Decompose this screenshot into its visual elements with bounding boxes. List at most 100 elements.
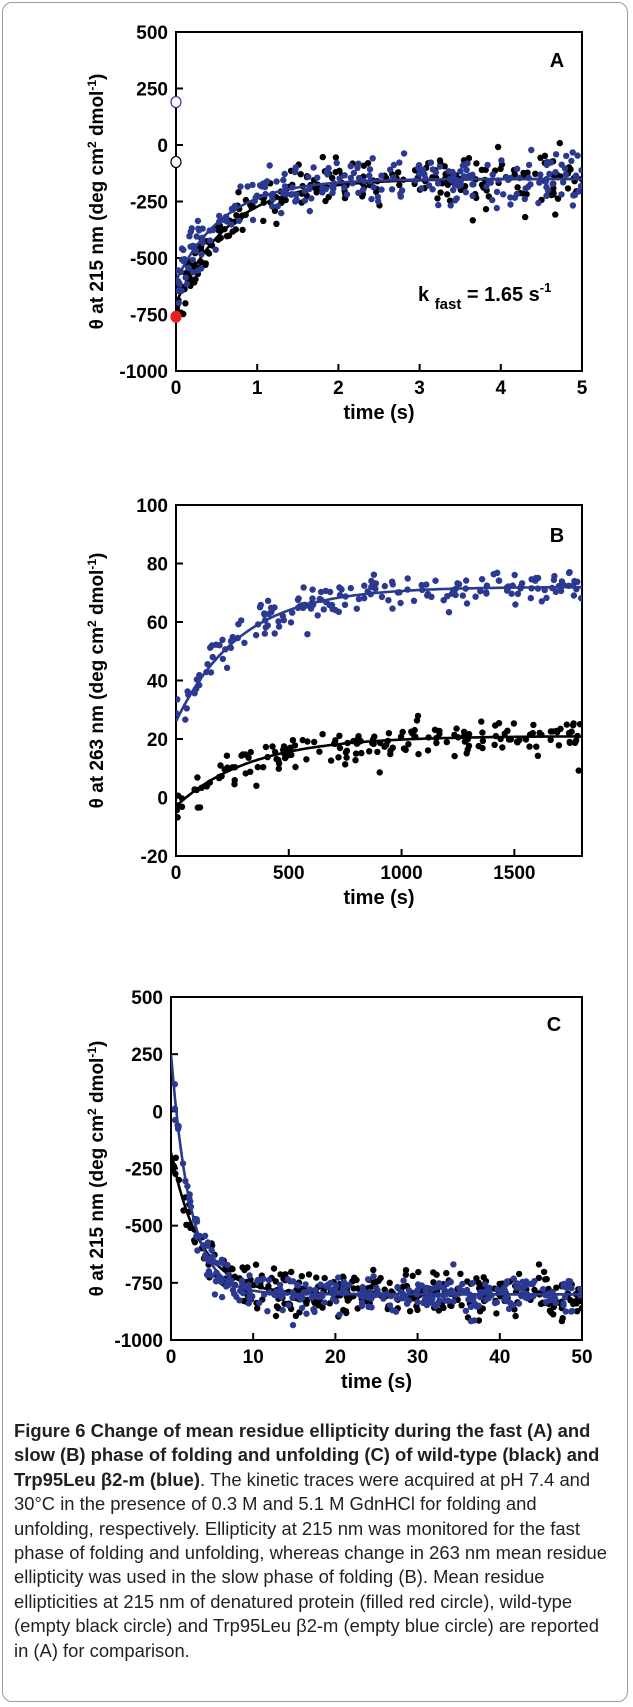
data-point	[451, 752, 458, 760]
data-point	[418, 185, 425, 192]
data-point	[495, 577, 503, 584]
data-point	[329, 184, 336, 191]
data-point	[295, 1282, 302, 1289]
data-point	[370, 1273, 377, 1280]
data-point	[559, 1315, 566, 1322]
data-point	[552, 588, 560, 595]
data-point	[301, 197, 309, 204]
data-point	[212, 1277, 220, 1285]
data-point	[201, 1232, 209, 1240]
data-point	[341, 184, 348, 191]
data-point	[396, 159, 403, 166]
data-point	[444, 191, 451, 198]
data-point	[444, 593, 451, 600]
plot-frame	[175, 504, 583, 857]
data-point	[374, 748, 381, 756]
data-point	[208, 1247, 215, 1254]
data-point	[275, 765, 282, 772]
data-point	[273, 220, 280, 227]
data-point	[395, 169, 402, 176]
data-point	[527, 594, 534, 602]
data-point	[414, 1281, 422, 1288]
caption-title: Change of mean residue ellipticity durin…	[14, 1420, 600, 1490]
data-point	[414, 1306, 421, 1314]
data-point	[368, 577, 375, 585]
data-point	[547, 736, 554, 743]
fit-curve	[176, 585, 582, 723]
data-point	[355, 189, 362, 196]
data-point	[182, 274, 189, 281]
data-point	[314, 612, 321, 619]
data-point	[375, 198, 382, 205]
data-point	[342, 749, 350, 756]
y-tick-label: 500	[136, 23, 168, 44]
data-point	[305, 1271, 313, 1278]
data-point	[289, 737, 297, 744]
data-point	[358, 1299, 366, 1306]
data-point	[475, 1317, 483, 1324]
data-point	[361, 595, 368, 602]
data-point	[193, 233, 200, 240]
y-tick-label: 100	[136, 496, 168, 517]
data-point	[464, 160, 471, 167]
data-point	[406, 1308, 414, 1315]
data-point	[229, 1265, 236, 1273]
data-point	[503, 1278, 511, 1285]
data-point	[415, 162, 423, 169]
y-tick-label: -500	[125, 1217, 163, 1238]
data-point	[472, 593, 479, 600]
data-point	[528, 146, 535, 154]
data-point	[187, 228, 194, 235]
data-point	[306, 207, 313, 215]
data-point	[288, 191, 296, 198]
data-point	[370, 571, 378, 578]
data-point	[385, 730, 393, 737]
data-point	[212, 246, 219, 253]
y-tick-label: -750	[125, 1274, 163, 1295]
data-point	[511, 571, 518, 579]
y-axis-title: θ at 215 nm (deg cm2 dmol-1)	[85, 1041, 108, 1297]
data-point	[507, 194, 514, 201]
data-point	[344, 1297, 351, 1304]
data-point	[465, 155, 473, 162]
data-point	[570, 592, 578, 599]
data-point	[340, 1280, 347, 1287]
data-point	[342, 1308, 350, 1315]
data-point	[561, 1294, 569, 1301]
panel-c: 0 10 20 30 40 50 -1000 -750 -500 -250 0 250 500 time …	[85, 988, 593, 1393]
data-point	[445, 168, 452, 175]
data-point	[236, 1297, 243, 1304]
data-point	[176, 814, 181, 821]
data-point	[569, 1307, 576, 1315]
data-point	[474, 1303, 481, 1310]
data-point	[178, 287, 185, 294]
data-point	[359, 1283, 366, 1291]
data-point	[182, 300, 189, 307]
data-point	[554, 195, 562, 202]
data-point	[245, 1281, 252, 1289]
data-point	[577, 182, 582, 190]
data-point	[513, 165, 521, 172]
y-tick-label: 40	[147, 672, 168, 693]
data-point	[405, 741, 412, 748]
data-point	[543, 594, 550, 602]
data-point	[498, 157, 505, 164]
data-point	[206, 237, 214, 244]
data-point	[520, 169, 527, 177]
data-point	[570, 1300, 577, 1308]
data-point	[556, 139, 563, 147]
data-point	[262, 743, 270, 751]
data-point	[280, 176, 287, 184]
data-point	[172, 1154, 179, 1162]
data-point	[462, 1307, 470, 1315]
data-point	[489, 171, 496, 178]
data-point	[569, 149, 576, 156]
data-point	[277, 1286, 284, 1293]
data-point	[249, 181, 256, 189]
data-point	[543, 183, 550, 191]
data-point	[343, 191, 351, 198]
data-point	[578, 595, 582, 602]
data-point	[564, 185, 572, 192]
data-point	[270, 1265, 278, 1272]
